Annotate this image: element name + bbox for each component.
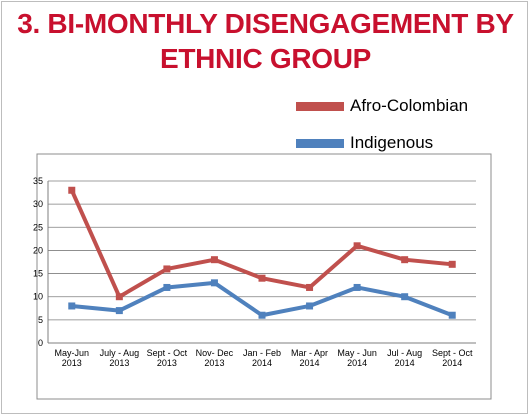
legend-item-indigenous: Indigenous (296, 131, 433, 155)
data-point-afro-colombian (115, 293, 123, 301)
x-tick-label: May-Jun 2013 (55, 348, 90, 368)
y-tick-label: 35 (33, 176, 43, 186)
data-point-afro-colombian (210, 256, 218, 264)
y-tick-label: 25 (33, 222, 43, 232)
slide-title: 3. BI-MONTHLY DISENGAGEMENT BY ETHNIC GR… (0, 6, 531, 76)
data-point-afro-colombian (353, 242, 361, 250)
data-point-afro-colombian (401, 256, 409, 264)
y-tick-label: 15 (33, 269, 43, 279)
data-point-indigenous (210, 279, 218, 287)
legend-swatch-indigenous (296, 138, 344, 148)
legend-label-afro-colombian: Afro-Colombian (350, 96, 469, 115)
series-lines (68, 186, 456, 319)
data-point-afro-colombian (448, 260, 456, 268)
data-point-indigenous (353, 283, 361, 291)
data-point-indigenous (163, 283, 171, 291)
data-point-afro-colombian (163, 265, 171, 273)
x-tick-label: Sept - Oct 2013 (147, 348, 188, 368)
axes (47, 181, 476, 344)
y-tick-label: 5 (38, 315, 43, 325)
y-tick-label: 10 (33, 292, 43, 302)
data-point-afro-colombian (68, 186, 76, 194)
y-tick-label: 30 (33, 199, 43, 209)
x-tick-label: Nov- Dec 2013 (196, 348, 234, 368)
x-tick-label: Jul - Aug 2014 (387, 348, 422, 368)
data-point-afro-colombian (306, 283, 314, 291)
data-point-indigenous (306, 302, 314, 310)
slide-title-line-2: ETHNIC GROUP (159, 43, 372, 74)
x-tick-label: Sept - Oct 2014 (432, 348, 473, 368)
x-tick-label: Mar - Apr 2014 (291, 348, 328, 368)
data-point-indigenous (115, 307, 123, 315)
data-point-indigenous (258, 311, 266, 319)
data-point-afro-colombian (258, 274, 266, 282)
data-point-indigenous (68, 302, 76, 310)
legend-item-afro-colombian: Afro-Colombian (296, 94, 468, 118)
legend-swatch-afro-colombian (296, 101, 344, 111)
slide-title-line-1: 3. BI-MONTHLY DISENGAGEMENT BY (17, 8, 514, 39)
x-tick-label: Jan - Feb 2014 (243, 348, 281, 368)
y-tick-label: 20 (33, 245, 43, 255)
x-tick-label: May - Jun 2014 (337, 348, 377, 368)
y-tick-label: 0 (38, 338, 43, 348)
legend-label-indigenous: Indigenous (350, 133, 434, 152)
x-tick-label: July - Aug 2013 (100, 348, 140, 368)
data-point-indigenous (401, 293, 409, 301)
tick-labels: 0 5 10 15 20 25 30 35 May-Jun 2013 July - Aug 2013 S… (33, 176, 473, 368)
data-point-indigenous (448, 311, 456, 319)
